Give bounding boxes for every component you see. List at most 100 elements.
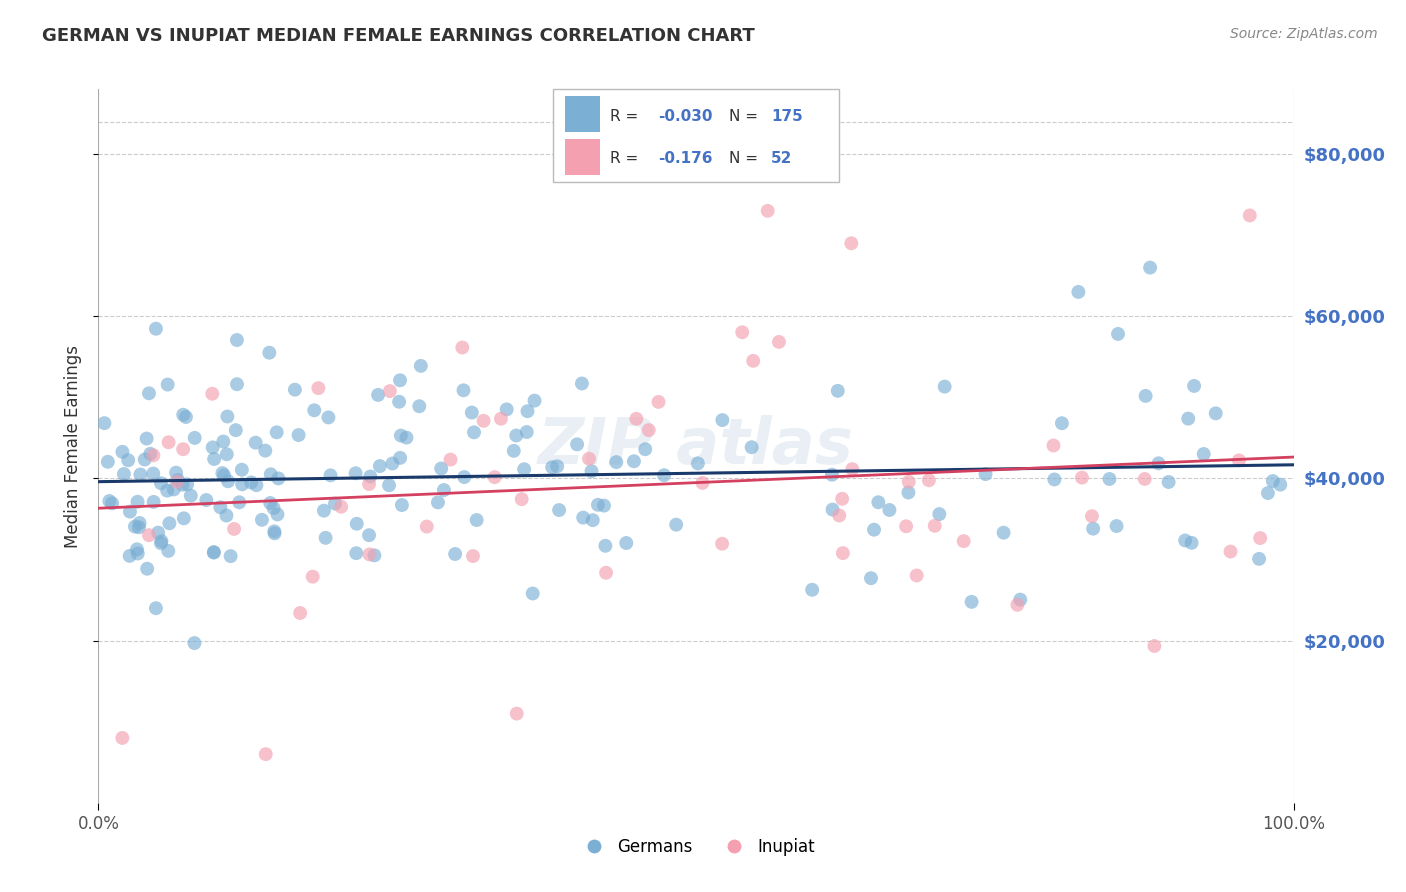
Point <box>489 411 512 425</box>
Point <box>240 475 263 490</box>
Point <box>359 469 381 483</box>
Point <box>250 513 273 527</box>
Point <box>344 467 367 481</box>
Point <box>1043 473 1066 487</box>
Point <box>127 546 149 560</box>
Text: ZIP atlas: ZIP atlas <box>538 415 853 477</box>
Point <box>614 536 637 550</box>
Point <box>139 447 162 461</box>
Text: R =: R = <box>610 109 643 124</box>
Point <box>226 333 249 347</box>
Point <box>266 425 288 440</box>
Point <box>586 498 609 512</box>
Point <box>581 464 603 478</box>
Point <box>1135 389 1157 403</box>
Text: 52: 52 <box>772 151 793 166</box>
Point <box>1139 260 1161 275</box>
Point <box>1105 519 1128 533</box>
Point <box>183 431 205 445</box>
Point <box>319 468 342 483</box>
Point <box>652 468 675 483</box>
Point <box>859 571 882 585</box>
Point <box>157 435 180 450</box>
Point <box>231 463 253 477</box>
FancyBboxPatch shape <box>565 96 600 132</box>
Point <box>391 498 413 512</box>
Point <box>176 477 198 491</box>
Point <box>101 496 124 510</box>
Point <box>974 467 997 481</box>
Point <box>215 447 238 461</box>
Point <box>307 381 329 395</box>
Point <box>202 546 225 560</box>
Point <box>665 517 688 532</box>
Point <box>315 531 337 545</box>
Point <box>623 454 645 468</box>
Point <box>924 518 946 533</box>
Point <box>711 537 734 551</box>
Point <box>453 470 475 484</box>
Point <box>231 477 253 491</box>
Point <box>112 467 135 481</box>
Point <box>461 406 484 420</box>
Point <box>1182 379 1205 393</box>
Point <box>150 534 173 549</box>
Point <box>433 483 456 497</box>
Point <box>174 409 197 424</box>
Point <box>359 548 381 562</box>
Point <box>330 500 353 514</box>
Text: Source: ZipAtlas.com: Source: ZipAtlas.com <box>1230 27 1378 41</box>
Point <box>1270 477 1292 491</box>
Text: R =: R = <box>610 151 643 166</box>
Point <box>879 503 901 517</box>
Point <box>1227 453 1250 467</box>
Point <box>287 428 309 442</box>
Point <box>634 442 657 457</box>
Point <box>1007 598 1029 612</box>
Y-axis label: Median Female Earnings: Median Female Earnings <box>65 344 83 548</box>
Point <box>219 549 242 563</box>
Point <box>505 428 527 442</box>
Point <box>582 513 605 527</box>
Point <box>692 475 714 490</box>
Point <box>165 466 187 480</box>
Point <box>1081 509 1104 524</box>
Point <box>145 321 167 335</box>
Point <box>1081 522 1104 536</box>
Point <box>571 376 593 391</box>
Point <box>522 586 544 600</box>
Point <box>157 516 180 531</box>
Point <box>245 435 267 450</box>
Point <box>226 377 249 392</box>
Point <box>541 460 564 475</box>
Point <box>118 505 141 519</box>
Point <box>605 455 627 469</box>
Point <box>363 549 385 563</box>
Point <box>228 495 250 509</box>
Point <box>1181 536 1204 550</box>
Point <box>905 568 928 582</box>
Point <box>1219 544 1241 558</box>
Point <box>1071 470 1094 484</box>
Point <box>821 502 844 516</box>
Point <box>389 428 412 442</box>
Point <box>304 403 326 417</box>
Point <box>502 443 524 458</box>
Point <box>578 451 600 466</box>
Point <box>768 334 790 349</box>
Point <box>1098 472 1121 486</box>
Point <box>212 468 235 483</box>
Point <box>841 462 863 476</box>
Point <box>513 462 536 476</box>
Point <box>142 448 165 462</box>
Point <box>150 536 173 550</box>
Point <box>1143 639 1166 653</box>
Point <box>934 379 956 393</box>
Point <box>863 523 886 537</box>
Point <box>378 384 401 398</box>
Point <box>183 636 205 650</box>
Text: 175: 175 <box>772 109 803 124</box>
Point <box>167 473 190 487</box>
Point <box>301 569 323 583</box>
Point <box>572 510 595 524</box>
